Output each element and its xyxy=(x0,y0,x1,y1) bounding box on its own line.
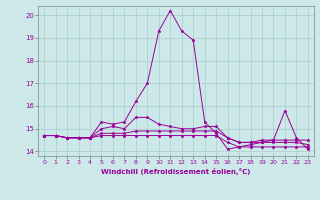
X-axis label: Windchill (Refroidissement éolien,°C): Windchill (Refroidissement éolien,°C) xyxy=(101,168,251,175)
